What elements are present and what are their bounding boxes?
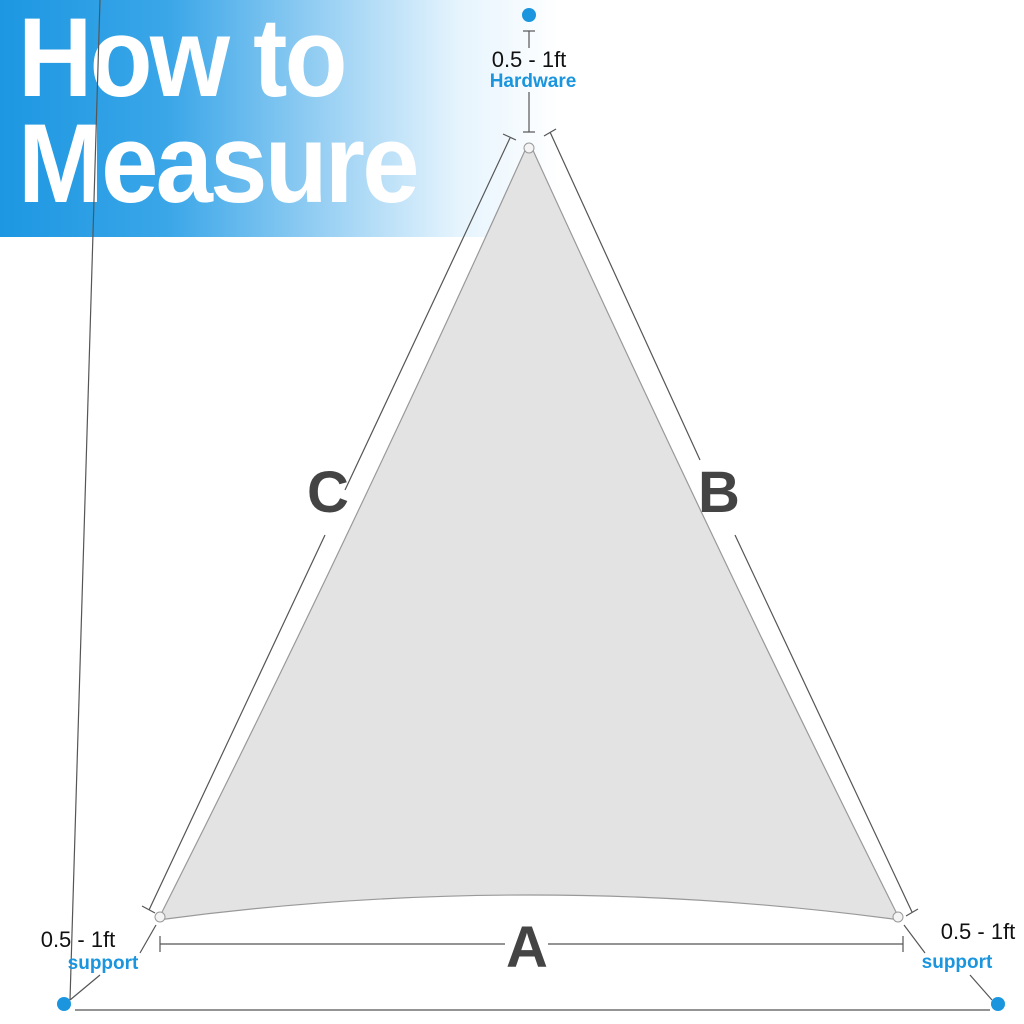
title-banner: How to Measure <box>0 0 560 237</box>
right-support-label: support <box>922 952 993 973</box>
top-hardware-label: Hardware <box>490 71 577 92</box>
sail-shape <box>156 145 902 921</box>
left-anchor-point <box>57 997 71 1011</box>
left-support-label: support <box>68 953 139 974</box>
side-a-label: A <box>506 915 548 980</box>
side-c-line-upper <box>344 137 511 491</box>
sail-top-ring <box>523 142 535 154</box>
left-distance-label: 0.5 - 1ft <box>41 927 116 952</box>
right-anchor-point <box>991 997 1005 1011</box>
right-support-line <box>903 924 926 954</box>
title-line-2: Measure <box>18 101 420 226</box>
left-support-line <box>139 924 157 954</box>
title-line-1: How to <box>18 0 348 120</box>
top-distance-label: 0.5 - 1ft <box>492 47 567 72</box>
right-distance-label: 0.5 - 1ft <box>941 919 1016 944</box>
top-anchor-point <box>522 8 536 22</box>
side-b-label: B <box>698 460 740 525</box>
sail-right-ring <box>892 911 904 923</box>
sail-left-ring <box>154 911 166 923</box>
side-b-line-upper <box>549 131 701 461</box>
side-b-line-lower <box>734 534 913 913</box>
side-c-line-lower <box>148 534 326 911</box>
side-c-label: C <box>307 460 349 525</box>
